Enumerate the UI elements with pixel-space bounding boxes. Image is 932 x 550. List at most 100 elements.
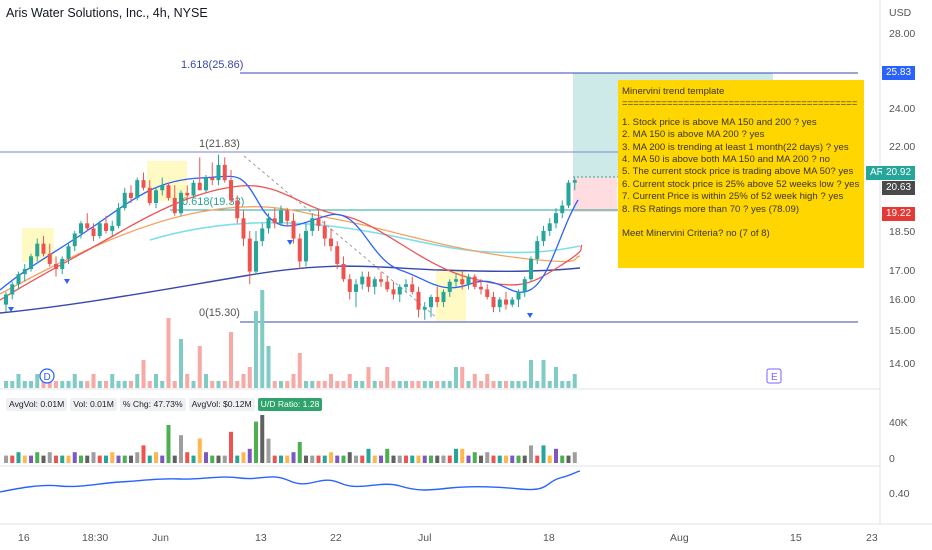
volume-bar [147,381,152,388]
volume-bars [4,290,577,388]
sub-volume-bar [260,415,265,463]
volume-bar [229,332,233,388]
volume-bar [91,374,96,388]
volume-bar [79,381,83,388]
price-tick: 16.00 [889,294,915,306]
volume-bar [110,374,115,388]
volume-tick: 40K [889,417,908,429]
candle-body [16,274,21,285]
ma-navy-line [0,265,581,314]
sub-volume-bar [297,442,302,463]
sub-volume-bar [372,455,377,463]
candle-body [35,243,40,257]
candle-body [385,281,390,290]
sub-volume-bar [529,445,533,463]
candle-body [135,180,140,198]
volume-bar [541,360,546,388]
candle-body [497,299,502,308]
fib-label-0618: 0.618(19.33) [182,196,244,208]
sub-volume-bar [366,448,371,463]
volume-bar [404,381,408,388]
volume-bar [454,367,458,388]
sub-volume-bar [472,452,477,463]
sub-volume-bar [154,452,158,463]
candle-body [366,276,371,287]
candle-body [204,177,208,191]
candle-body [322,225,327,239]
price-tick: 28.00 [889,28,915,40]
stop-zone-red [573,177,617,212]
stat-avgvol-usd: AvgVol: $0.12M [188,398,255,411]
candle-body [247,238,252,272]
sub-volume-bar [16,452,21,463]
candle-body [154,190,158,203]
note-item: 6. Current stock price is 25% above 52 w… [622,178,860,190]
candle-body [272,218,277,224]
volume-bar [285,381,290,388]
currency-label: USD [889,7,912,19]
candle-body [422,307,427,310]
volume-bar [266,346,271,388]
price-tick: 22.00 [889,141,915,153]
volume-bar [16,374,21,388]
volume-bar [160,381,165,388]
sub-volume-bar [454,448,458,463]
candle-body [210,177,215,181]
volume-bar [22,381,27,388]
candle-body [316,218,321,226]
signal-markers [8,240,533,318]
volume-bar [129,381,133,388]
volume-bar [385,367,390,388]
volume-bar [341,381,346,388]
signal-marker [8,307,14,312]
earnings-marker [766,368,782,384]
volume-bar [210,381,215,388]
date-tick: Jun [152,532,169,544]
candle-body [179,192,183,214]
sub-volume-bar [247,448,252,463]
candle-body [66,246,71,259]
volume-bar [410,381,415,388]
sub-volume-bar [122,455,127,463]
volume-bar [35,374,40,388]
sub-volume-bar [485,452,490,463]
candle-body [547,223,552,231]
sub-volume-bar [410,455,415,463]
note-title: Minervini trend template [622,86,725,97]
ratio-tick: 0.40 [889,488,910,500]
sub-volume-bar [222,455,227,463]
candle-body [435,296,440,303]
stat-avgvol: AvgVol: 0.01M [6,398,68,411]
volume-bar [497,381,502,388]
stat-chg: % Chg: 47.73% [119,398,186,411]
price-tick: 15.00 [889,325,915,337]
volume-bar [554,367,558,388]
candle-body [335,246,340,264]
sub-volume-bar [210,455,215,463]
sub-volume-bar [35,452,40,463]
volume-bar [197,346,202,388]
note-item: 7. Current Price is within 25% of 52 wee… [622,191,844,203]
volume-bar [304,381,308,388]
sub-volume-bar [541,445,546,463]
trend-dashed [243,155,438,319]
volume-bar [247,367,252,388]
sub-volume-bar [160,455,165,463]
stats-bar: AvgVol: 0.01M Vol: 0.01M % Chg: 47.73% A… [6,398,323,411]
candle-body [254,241,258,272]
sub-volume-bar [129,455,133,463]
candle-body [454,279,458,282]
moving-averages [0,175,583,314]
sub-volume-bar [10,455,15,463]
candle-body [10,284,15,295]
sub-volume-bar [572,452,577,463]
volume-bar [141,360,146,388]
sub-volume-bar [22,455,27,463]
sub-volume-bar [254,421,258,463]
volume-bar [485,374,490,388]
volume-bar [260,290,265,388]
signal-marker [64,279,70,284]
stat-vol: Vol: 0.01M [70,398,117,411]
sub-volume-bar [566,455,571,463]
